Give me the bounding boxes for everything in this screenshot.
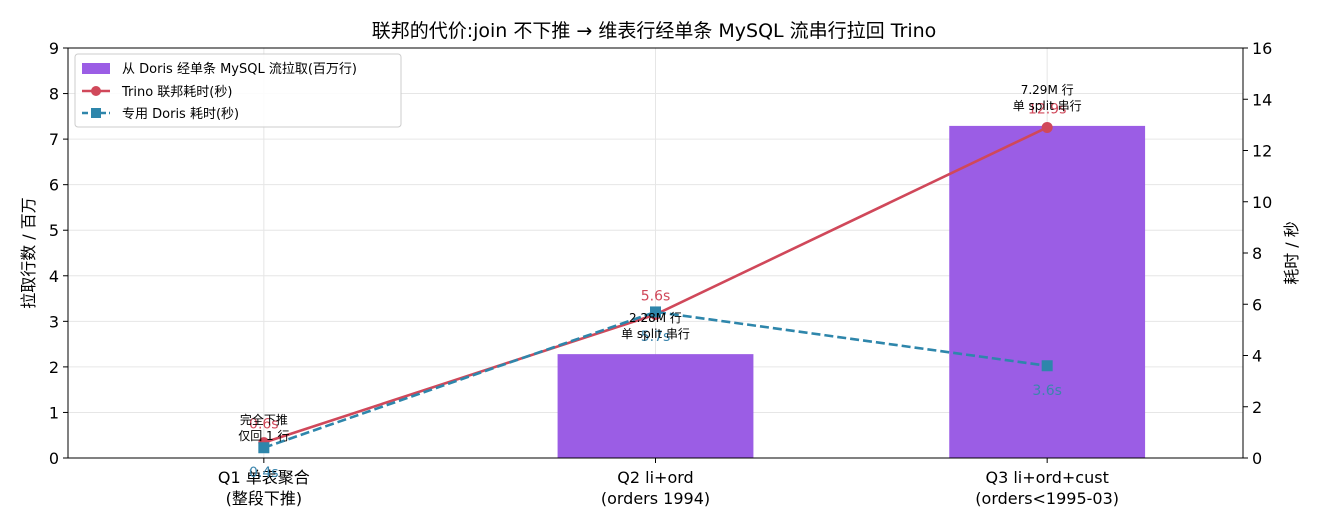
y-right-tick-label: 4: [1252, 347, 1262, 366]
y-left-tick-label: 7: [49, 130, 59, 149]
y-left-tick-label: 5: [49, 221, 59, 240]
y-right-tick-label: 16: [1252, 39, 1272, 58]
y-axis-right-label: 耗时 / 秒: [1282, 221, 1301, 285]
data-label: 3.6s: [1032, 383, 1062, 399]
y-axis-left-label: 拉取行数 / 百万: [19, 197, 38, 309]
x-tick-label: Q1 单表聚合: [218, 468, 310, 487]
legend: 从 Doris 经单条 MySQL 流拉取(百万行) Trino 联邦耗时(秒) 专…: [74, 53, 402, 128]
x-tick-label: (整段下推): [226, 489, 303, 508]
bar-annotation: 完全下推: [240, 412, 288, 427]
series-line: [263, 310, 1048, 449]
data-label: 12.9s: [1028, 101, 1066, 117]
y-right-tick-label: 14: [1252, 90, 1272, 109]
bar: [557, 354, 754, 458]
y-left-tick-label: 2: [49, 358, 59, 377]
data-label: 0.6s: [249, 417, 279, 433]
data-label: 0.4s: [249, 465, 279, 481]
series-point: [650, 306, 661, 318]
legend-box: [74, 53, 402, 128]
x-tick-label: (orders<1995-03): [975, 489, 1119, 508]
y-left-tick-label: 4: [49, 267, 59, 286]
legend-label: 从 Doris 经单条 MySQL 流拉取(百万行): [122, 61, 357, 77]
y-left-tick-label: 6: [49, 176, 59, 195]
bar-annotation: 单 split 串行: [621, 327, 690, 341]
bar-annotation: 仅回 1 行: [238, 429, 289, 443]
y-right-tick-label: 8: [1252, 244, 1262, 263]
y-left-tick-label: 8: [49, 85, 59, 104]
data-label: 5.7s: [641, 329, 671, 345]
series-point: [1041, 360, 1053, 372]
y-left-tick-label: 0: [49, 449, 59, 468]
y-left-tick-label: 1: [49, 403, 59, 422]
bars: [557, 125, 1146, 459]
series-point: [1041, 121, 1053, 133]
bar-annotation: 2.28M 行: [629, 311, 682, 325]
bar: [949, 125, 1146, 459]
y-right-tick-label: 2: [1252, 398, 1262, 417]
bar-annotation: 单 split 串行: [1013, 99, 1082, 113]
legend-marker: [91, 86, 101, 96]
y-right-tick-label: 12: [1252, 142, 1272, 161]
y-left-tick-label: 9: [49, 39, 59, 58]
data-label: 5.6s: [641, 289, 671, 305]
x-tick-label: (orders 1994): [601, 489, 710, 508]
series-point: [258, 442, 270, 454]
legend-label: 专用 Doris 耗时(秒): [122, 107, 239, 122]
lines: [258, 121, 1053, 454]
chart-title: 联邦的代价:join 不下推 → 维表行经单条 MySQL 流串行拉回 Trin…: [372, 20, 937, 42]
bar-annotation: 7.29M 行: [1021, 83, 1074, 97]
y-left-tick-label: 3: [49, 312, 59, 331]
legend-label: Trino 联邦耗时(秒): [121, 85, 232, 100]
legend-swatch: [82, 63, 110, 74]
x-tick-label: Q3 li+ord+cust: [985, 468, 1108, 487]
x-tick-label: Q2 li+ord: [617, 468, 693, 487]
y-right-tick-label: 0: [1252, 449, 1262, 468]
y-right-tick-label: 10: [1252, 193, 1272, 212]
legend-marker: [91, 108, 101, 118]
y-right-tick-label: 6: [1252, 295, 1262, 314]
